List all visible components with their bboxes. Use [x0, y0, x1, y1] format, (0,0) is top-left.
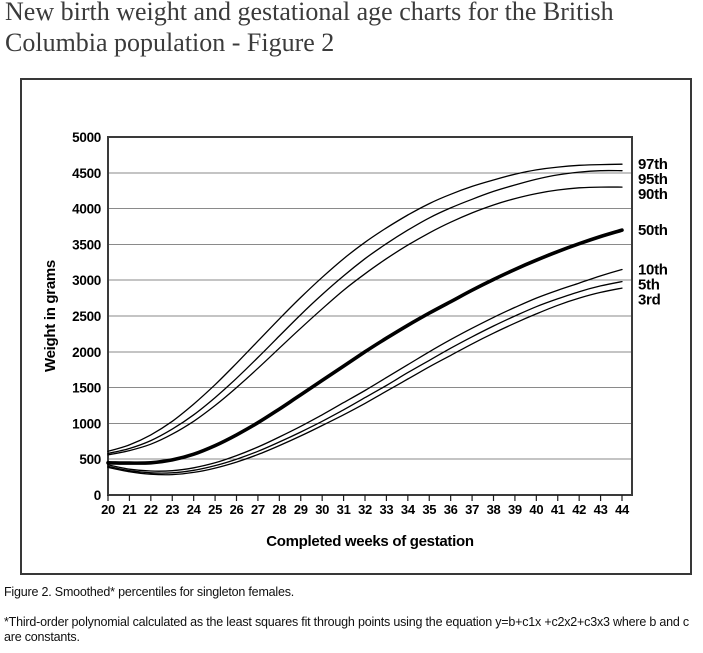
curve-97th — [107, 163, 623, 452]
x-tick-label-39: 39 — [508, 502, 522, 517]
x-tick-label-21: 21 — [122, 502, 136, 517]
x-tick-label-25: 25 — [208, 502, 222, 517]
y-tick-label-1500: 1500 — [72, 381, 101, 396]
curve-label-97th: 97th — [638, 156, 668, 173]
figure-footnote: *Third-order polynomial calculated as th… — [4, 615, 689, 644]
x-tick-label-22: 22 — [144, 502, 158, 517]
x-tick-label-29: 29 — [294, 502, 308, 517]
figure-caption: Figure 2. Smoothed* percentiles for sing… — [4, 585, 295, 599]
y-tick-label-5000: 5000 — [72, 130, 101, 145]
x-tick-label-33: 33 — [379, 502, 393, 517]
x-tick-label-35: 35 — [422, 502, 436, 517]
curve-10th — [107, 268, 623, 472]
y-tick-label-3000: 3000 — [72, 273, 101, 288]
curve-label-5th: 5th — [638, 276, 660, 293]
x-tick-label-23: 23 — [165, 502, 179, 517]
x-tick-label-38: 38 — [487, 502, 501, 517]
x-tick-label-30: 30 — [315, 502, 329, 517]
curve-label-90th: 90th — [638, 186, 668, 203]
x-tick-label-24: 24 — [187, 502, 202, 517]
curve-5th — [107, 280, 623, 474]
y-tick-label-0: 0 — [94, 488, 101, 503]
curve-95th — [107, 169, 623, 455]
x-tick-label-20: 20 — [101, 502, 115, 517]
curve-90th — [107, 186, 623, 456]
curve-label-10th: 10th — [638, 261, 668, 278]
x-tick-label-26: 26 — [230, 502, 244, 517]
y-axis-title: Weight in grams — [42, 260, 59, 372]
page-title: New birth weight and gestational age cha… — [5, 0, 614, 57]
curve-3rd — [107, 287, 623, 476]
curve-label-95th: 95th — [638, 171, 668, 188]
y-tick-label-4500: 4500 — [72, 166, 101, 181]
plot-frame — [107, 136, 633, 496]
x-tick-label-44: 44 — [615, 502, 630, 517]
x-tick-label-37: 37 — [465, 502, 479, 517]
x-tick-label-28: 28 — [272, 502, 286, 517]
growth-chart: 0 500 1000 1500 2000 2500 3000 3500 4000 4500 5000… — [42, 130, 668, 550]
curve-label-3rd: 3rd — [638, 291, 661, 308]
x-tick-label-36: 36 — [444, 502, 458, 517]
x-tick-label-27: 27 — [251, 502, 265, 517]
y-tick-label-500: 500 — [79, 452, 101, 467]
x-tick-label-31: 31 — [337, 502, 351, 517]
y-tick-label-1000: 1000 — [72, 416, 101, 431]
x-tick-label-32: 32 — [358, 502, 372, 517]
y-tick-label-2500: 2500 — [72, 309, 101, 324]
y-tick-label-4000: 4000 — [72, 202, 101, 217]
x-tick-label-40: 40 — [529, 502, 543, 517]
curve-label-50th: 50th — [638, 222, 668, 239]
chart-frame: 0 500 1000 1500 2000 2500 3000 3500 4000 4500 5000… — [20, 78, 692, 575]
x-axis-title: Completed weeks of gestation — [266, 533, 474, 550]
y-tick-label-2000: 2000 — [72, 345, 101, 360]
x-tick-label-43: 43 — [594, 502, 608, 517]
x-tick-label-41: 41 — [551, 502, 565, 517]
curve-50th — [106, 228, 624, 465]
x-tick-label-34: 34 — [401, 502, 416, 517]
y-tick-label-3500: 3500 — [72, 237, 101, 252]
x-tick-label-42: 42 — [572, 502, 586, 517]
